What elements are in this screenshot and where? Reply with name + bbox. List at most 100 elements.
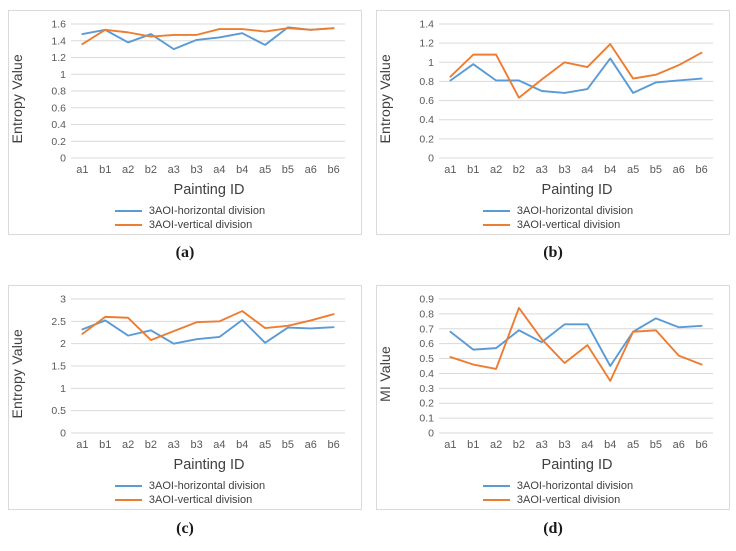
series-line-vertical xyxy=(449,306,703,382)
x-tick-label: a5 xyxy=(259,164,271,176)
y-tick-label: 0.1 xyxy=(419,413,434,425)
x-tick-label: a4 xyxy=(213,439,225,451)
legend-label: 3AOI-horizontal division xyxy=(148,480,266,492)
y-tick-label: 1.4 xyxy=(419,19,434,31)
x-tick-label: a3 xyxy=(536,164,548,176)
x-tick-label: a1 xyxy=(444,164,456,176)
y-tick-label: 0.6 xyxy=(419,95,434,107)
chart-row: Entropy Value 0 0.2 0.4 0.6 0.8 1 1.2 1.4 a1 b1 a2… xyxy=(377,16,729,182)
x-axis-title: Painting ID xyxy=(173,457,245,473)
x-tick-label: b3 xyxy=(190,164,202,176)
x-tick-label: a2 xyxy=(122,164,134,176)
y-tick-label: 2 xyxy=(60,338,66,350)
figure-cell-d: MI Value 0 0.1 0.2 0.3 0.4 0.5 0.6 0.7 0.8 0.9 a1 b… xyxy=(368,275,736,551)
x-tick-label: b5 xyxy=(282,164,294,176)
x-tick-label: b2 xyxy=(513,164,525,176)
y-tick-label: 2.5 xyxy=(51,316,66,328)
legend: 3AOI-horizontal division 3AOI-vertical d… xyxy=(473,204,633,232)
y-tick-label: 1 xyxy=(60,383,66,395)
x-tick-label: b6 xyxy=(695,439,707,451)
x-axis-title: Painting ID xyxy=(541,182,613,198)
chart-panel-d: MI Value 0 0.1 0.2 0.3 0.4 0.5 0.6 0.7 0.8 0.9 a1 b… xyxy=(376,285,730,510)
series-line-vertical xyxy=(81,27,335,46)
x-tick-label: b1 xyxy=(99,164,111,176)
legend-swatch-horizontal xyxy=(114,210,142,212)
x-tick-label: b5 xyxy=(650,164,662,176)
legend-item-horizontal: 3AOI-horizontal division xyxy=(482,204,634,218)
y-tick-label: 3 xyxy=(60,294,66,306)
x-tick-label: b1 xyxy=(467,439,479,451)
y-tick-label: 0.8 xyxy=(419,308,434,320)
x-tick-label: a6 xyxy=(673,439,685,451)
x-tick-label: b3 xyxy=(558,439,570,451)
legend-swatch-horizontal xyxy=(482,210,510,212)
y-tick-label: 0.5 xyxy=(419,353,434,365)
x-tick-label: a2 xyxy=(490,439,502,451)
legend: 3AOI-horizontal division 3AOI-vertical d… xyxy=(105,479,265,507)
x-axis-title: Painting ID xyxy=(173,182,245,198)
x-tick-label: b2 xyxy=(145,439,157,451)
figure-cell-b: Entropy Value 0 0.2 0.4 0.6 0.8 1 1.2 1.4 a1 b1 a2… xyxy=(368,0,736,275)
y-axis-title: Entropy Value xyxy=(9,54,25,144)
legend-label: 3AOI-horizontal division xyxy=(148,205,266,217)
legend-item-horizontal: 3AOI-horizontal division xyxy=(114,204,266,218)
chart-row: Entropy Value 0 0.5 1 1.5 2 2.5 3 a1 b1 a2 b2 a3 b3 a… xyxy=(9,291,361,457)
y-axis-title: Entropy Value xyxy=(377,54,393,144)
series-line-vertical xyxy=(449,43,703,99)
y-tick-label: 0.7 xyxy=(419,323,434,335)
x-tick-label: a6 xyxy=(305,164,317,176)
y-tick-label: 0 xyxy=(428,153,434,165)
series-line-horizontal xyxy=(449,57,703,94)
legend-label: 3AOI-horizontal division xyxy=(516,205,634,217)
x-tick-label: a4 xyxy=(213,164,225,176)
y-tick-label: 1 xyxy=(60,69,66,81)
x-tick-label: b5 xyxy=(282,439,294,451)
y-tick-label: 1 xyxy=(428,57,434,69)
y-tick-label: 1.4 xyxy=(51,35,66,47)
panel-caption-c: (c) xyxy=(176,519,194,537)
legend-swatch-vertical xyxy=(114,499,142,501)
y-tick-label: 0.8 xyxy=(419,76,434,88)
x-tick-label: a1 xyxy=(76,164,88,176)
x-tick-label: a4 xyxy=(581,164,593,176)
x-tick-label: b6 xyxy=(327,439,339,451)
series-line-vertical xyxy=(81,310,335,342)
y-tick-label: 1.5 xyxy=(51,361,66,373)
x-tick-label: b6 xyxy=(695,164,707,176)
y-tick-label: 0.2 xyxy=(419,398,434,410)
legend-item-horizontal: 3AOI-horizontal division xyxy=(482,479,634,493)
legend: 3AOI-horizontal division 3AOI-vertical d… xyxy=(105,204,265,232)
legend-label: 3AOI-vertical division xyxy=(148,494,253,506)
figure-cell-a: Entropy Value 0 0.2 0.4 0.6 0.8 1 1.2 1.4 1.6 a1 b… xyxy=(0,0,368,275)
y-tick-label: 0.2 xyxy=(51,136,66,148)
y-tick-label: 0 xyxy=(60,428,66,440)
x-axis-title: Painting ID xyxy=(541,457,613,473)
legend-item-vertical: 3AOI-vertical division xyxy=(114,218,253,232)
x-tick-label: b1 xyxy=(467,164,479,176)
x-tick-label: a6 xyxy=(305,439,317,451)
legend-label: 3AOI-vertical division xyxy=(148,219,253,231)
legend-swatch-vertical xyxy=(482,224,510,226)
y-tick-label: 0 xyxy=(60,153,66,165)
legend-swatch-vertical xyxy=(114,224,142,226)
legend-label: 3AOI-vertical division xyxy=(516,494,621,506)
x-tick-label: a6 xyxy=(673,164,685,176)
x-tick-label: b2 xyxy=(145,164,157,176)
x-tick-label: a5 xyxy=(627,164,639,176)
x-tick-label: a3 xyxy=(168,164,180,176)
x-tick-label: b4 xyxy=(604,164,616,176)
y-tick-label: 0.4 xyxy=(419,368,434,380)
legend-item-vertical: 3AOI-vertical division xyxy=(482,493,621,507)
legend-label: 3AOI-vertical division xyxy=(516,219,621,231)
legend-label: 3AOI-horizontal division xyxy=(516,480,634,492)
y-tick-label: 0.5 xyxy=(51,405,66,417)
x-tick-label: b2 xyxy=(513,439,525,451)
x-tick-label: a1 xyxy=(444,439,456,451)
y-tick-label: 0.4 xyxy=(419,114,434,126)
y-axis-title: MI Value xyxy=(377,346,393,402)
chart-row: MI Value 0 0.1 0.2 0.3 0.4 0.5 0.6 0.7 0.8 0.9 a1 b… xyxy=(377,291,729,457)
x-tick-label: b1 xyxy=(99,439,111,451)
x-tick-label: b4 xyxy=(604,439,616,451)
panel-caption-a: (a) xyxy=(175,244,195,261)
